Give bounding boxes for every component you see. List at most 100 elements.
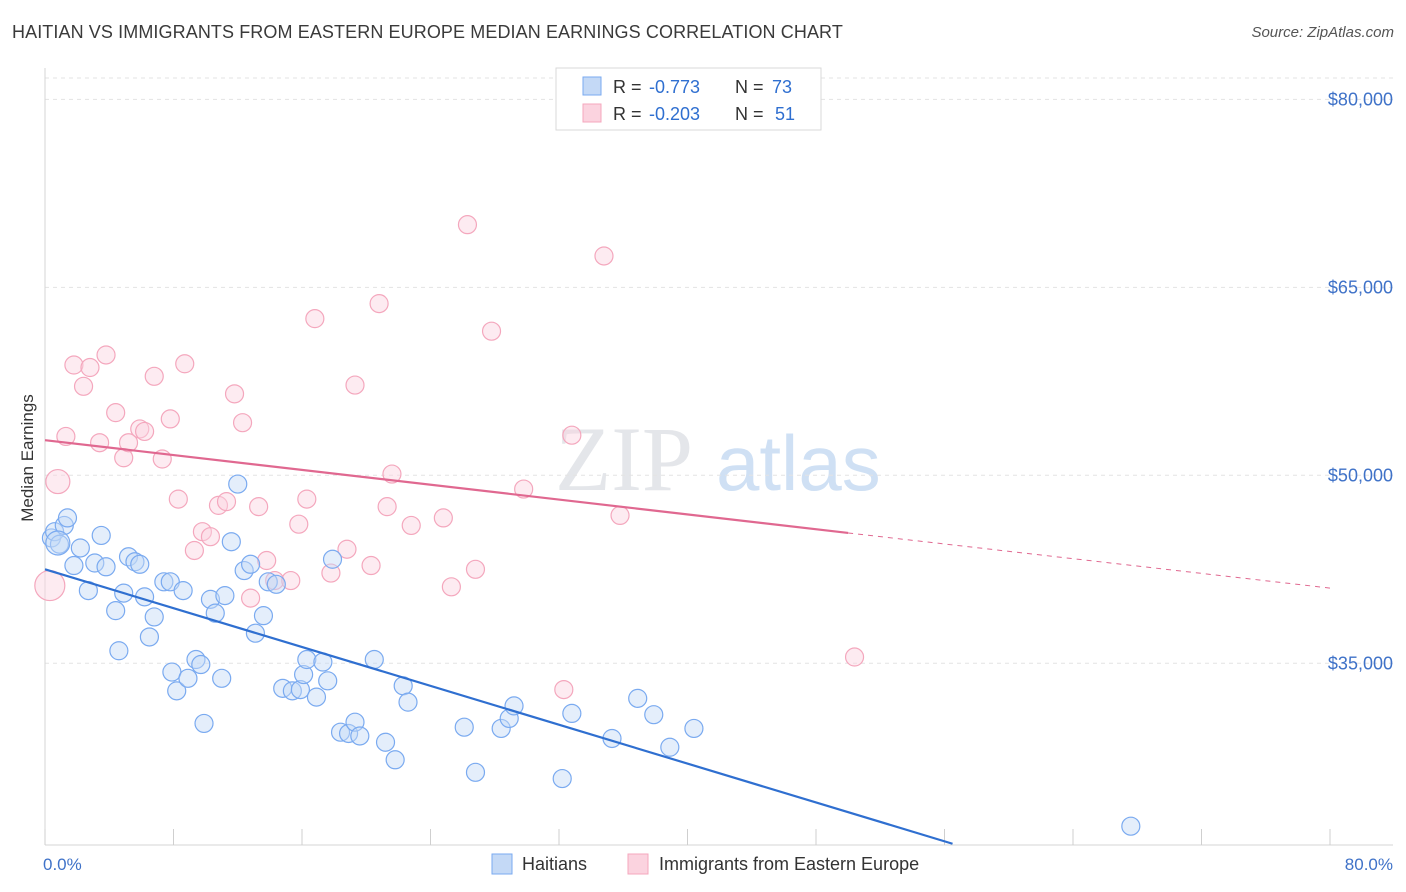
data-point [382, 464, 402, 484]
data-point [134, 421, 155, 442]
data-point [361, 555, 381, 576]
data-point [184, 540, 204, 561]
data-point [216, 492, 237, 512]
stats-legend: R = -0.773 N = 73 R = -0.203 N = 51 [555, 67, 822, 131]
data-point [232, 413, 253, 433]
data-point [168, 489, 188, 509]
data-point [562, 425, 582, 445]
data-point [257, 550, 277, 571]
y-tick-label: $50,000 [1328, 465, 1393, 485]
legend-label-eastern-europe: Immigrants from Eastern Europe [659, 854, 919, 874]
data-point [139, 627, 160, 647]
data-point [398, 692, 418, 712]
data-point [454, 717, 474, 737]
data-point [144, 366, 164, 386]
data-point [253, 606, 274, 626]
data-point [175, 354, 195, 374]
data-point [322, 549, 343, 569]
data-point [64, 355, 84, 375]
data-point [118, 547, 139, 567]
y-axis-label: Median Earnings [18, 394, 37, 522]
watermark-zip: ZIP [555, 408, 693, 510]
stats-n-value-eastern-europe: 51 [775, 104, 795, 124]
y-tick-label: $35,000 [1328, 653, 1393, 673]
data-point [64, 555, 84, 576]
data-point [73, 376, 94, 396]
data-point [321, 563, 341, 583]
data-point [338, 723, 359, 744]
data-point [369, 294, 389, 314]
x-tick-label-min: 0.0% [43, 855, 82, 874]
stats-r-label-haitians: R = [613, 77, 642, 97]
data-point [96, 345, 116, 365]
data-point [628, 688, 648, 708]
data-point [281, 570, 301, 591]
chart-title: HAITIAN VS IMMIGRANTS FROM EASTERN EUROP… [12, 22, 843, 42]
data-point [465, 559, 486, 579]
stats-r-label-eastern-europe: R = [613, 104, 642, 124]
data-point [118, 433, 139, 453]
data-point [594, 246, 614, 266]
data-point [297, 649, 317, 670]
data-point [306, 687, 327, 707]
data-point [144, 607, 164, 627]
data-point [297, 489, 317, 509]
data-point [318, 671, 338, 691]
data-point [241, 588, 261, 608]
data-point [154, 572, 174, 592]
trend-lines [44, 439, 1331, 845]
stats-r-value-eastern-europe: -0.203 [649, 104, 700, 124]
data-point [205, 603, 225, 623]
data-point [385, 750, 405, 770]
data-point [401, 515, 421, 536]
data-point [294, 664, 314, 685]
data-point [465, 762, 486, 782]
data-point [337, 539, 357, 559]
chart-source: Source: ZipAtlas.com [1251, 24, 1394, 41]
data-point [433, 508, 453, 528]
data-point [289, 514, 309, 534]
data-point [514, 479, 534, 499]
data-point [644, 705, 664, 725]
y-tick-label: $80,000 [1328, 89, 1393, 109]
data-point [1121, 816, 1141, 836]
data-point [56, 426, 76, 447]
stats-swatch-eastern-europe [582, 103, 602, 123]
stats-n-value-haitians: 73 [772, 77, 792, 97]
data-point [552, 768, 572, 789]
legend-swatch-eastern-europe [627, 853, 649, 875]
data-point [441, 577, 461, 597]
data-point [660, 737, 680, 757]
data-point [228, 474, 248, 494]
data-point [305, 309, 325, 329]
data-point [45, 468, 71, 495]
data-point [375, 732, 396, 752]
stats-n-label-eastern-europe: N = [735, 104, 764, 124]
data-point [191, 654, 211, 675]
data-point [491, 718, 511, 739]
data-point [844, 647, 865, 667]
series-eastern-europe-points [34, 215, 865, 700]
data-point [34, 569, 66, 602]
data-point [200, 527, 221, 547]
data-point [684, 718, 704, 739]
data-point [45, 530, 71, 556]
data-point [194, 713, 214, 734]
stats-swatch-haitians [582, 76, 602, 96]
data-point [212, 668, 232, 688]
trend-line-eastern-europe-extension [848, 532, 1331, 589]
axes [44, 68, 1393, 846]
data-point [91, 525, 111, 546]
data-point [178, 668, 198, 688]
data-point [258, 572, 278, 592]
data-point [345, 375, 365, 395]
data-point [80, 357, 100, 378]
data-point [330, 722, 351, 742]
legend-label-haitians: Haitians [522, 854, 587, 874]
data-point [290, 679, 310, 700]
data-point [377, 497, 397, 517]
data-point [562, 703, 582, 724]
data-point [241, 554, 261, 574]
data-point [106, 403, 126, 423]
